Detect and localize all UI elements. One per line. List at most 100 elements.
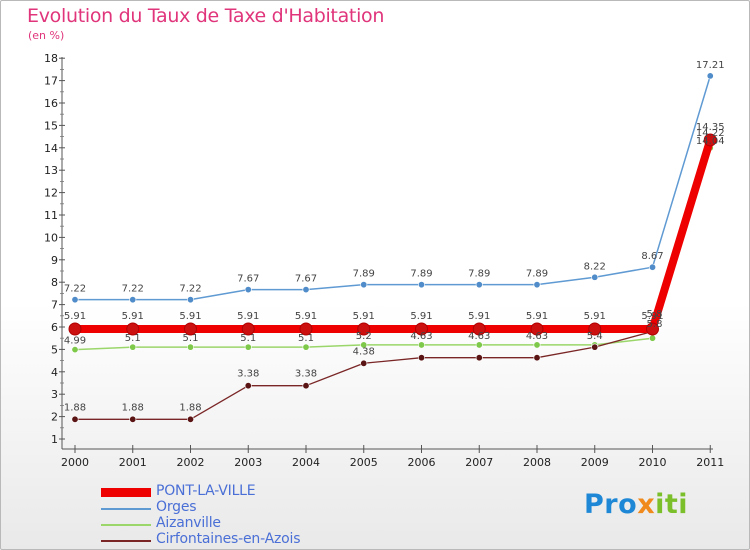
data-label-pont-la-ville: 5.91 xyxy=(353,311,375,322)
data-label-pont-la-ville: 5.91 xyxy=(468,311,490,322)
data-point-aizanville xyxy=(187,343,195,351)
data-label-pont-la-ville: 5.91 xyxy=(641,311,663,322)
data-label-cirfontaines-en-azois: 3.38 xyxy=(237,369,259,380)
data-point-aizanville xyxy=(129,343,137,351)
data-label-orges: 7.22 xyxy=(179,284,201,295)
data-point-cirfontaines-en-azois xyxy=(475,354,483,362)
brand-logo-letter: P xyxy=(584,489,605,520)
data-point-aizanville xyxy=(475,341,483,349)
brand-logo-letter: x xyxy=(637,489,656,520)
brand-logo-letter: o xyxy=(618,489,638,520)
data-label-pont-la-ville: 14.35 xyxy=(696,122,725,133)
data-point-cirfontaines-en-azois xyxy=(591,343,599,351)
data-label-layer: 7.22 7.22 7.22 7.67 7.67 7.89 7.89 7.89 7.89 8.22… xyxy=(64,60,725,413)
legend-swatch xyxy=(101,540,151,542)
legend-label: PONT-LA-VILLE xyxy=(156,483,256,499)
data-point-pont-la-ville xyxy=(357,322,371,336)
x-tick-label: 2007 xyxy=(465,456,493,469)
chart-subtitle: (en %) xyxy=(28,29,65,42)
data-point-pont-la-ville xyxy=(184,322,197,336)
data-point-cirfontaines-en-azois xyxy=(360,359,368,367)
data-label-aizanville: 5.1 xyxy=(298,333,314,344)
data-label-aizanville: 4.99 xyxy=(64,336,86,347)
brand-logo-letter: r xyxy=(604,489,619,520)
y-tick-label: 2 xyxy=(51,411,58,424)
data-label-orges: 7.89 xyxy=(353,269,375,280)
data-point-pont-la-ville xyxy=(126,322,140,336)
data-point-orges xyxy=(302,286,310,294)
y-tick-label: 16 xyxy=(44,97,58,110)
data-label-cirfontaines-en-azois: 3.38 xyxy=(295,369,317,380)
data-label-pont-la-ville: 5.91 xyxy=(410,311,432,322)
data-label-cirfontaines-en-azois: 1.88 xyxy=(64,402,86,413)
x-tick-label: 2008 xyxy=(523,456,551,469)
data-point-aizanville xyxy=(71,346,79,354)
data-point-pont-la-ville xyxy=(299,322,313,336)
data-point-orges xyxy=(244,286,252,294)
data-point-pont-la-ville xyxy=(646,322,659,336)
series-layer xyxy=(68,72,717,423)
data-point-cirfontaines-en-azois xyxy=(129,415,137,423)
x-tick-label: 2006 xyxy=(408,456,436,469)
data-point-orges xyxy=(417,281,425,289)
data-label-aizanville: 5.4 xyxy=(587,331,603,342)
legend-swatch xyxy=(101,508,151,510)
data-label-aizanville: 4.63 xyxy=(468,331,490,342)
data-point-aizanville xyxy=(244,343,252,351)
data-point-orges xyxy=(648,263,656,271)
y-tick-label: 11 xyxy=(44,209,58,222)
data-label-orges: 7.22 xyxy=(64,284,86,295)
data-label-pont-la-ville: 5.91 xyxy=(584,311,606,322)
data-point-pont-la-ville xyxy=(415,322,428,336)
y-tick-label: 10 xyxy=(44,231,58,244)
brand-logo: Proxiti xyxy=(584,489,688,520)
y-tick-label: 9 xyxy=(51,254,58,267)
y-tick-label: 17 xyxy=(44,75,58,88)
y-tick-label: 7 xyxy=(51,299,58,312)
data-point-orges xyxy=(187,296,195,304)
data-point-cirfontaines-en-azois xyxy=(244,382,252,390)
data-point-aizanville xyxy=(302,343,310,351)
x-tick-label: 2011 xyxy=(696,456,724,469)
data-point-cirfontaines-en-azois xyxy=(533,354,541,362)
data-label-aizanville: 5.1 xyxy=(183,333,199,344)
data-label-extra: 14.22 xyxy=(696,128,725,139)
data-label-orges: 17.21 xyxy=(696,60,725,71)
legend-swatch xyxy=(101,524,151,526)
data-label-aizanville: 4.63 xyxy=(526,331,548,342)
data-label-pont-la-ville: 5.91 xyxy=(237,311,259,322)
data-point-pont-la-ville xyxy=(68,322,82,336)
data-point-cirfontaines-en-azois xyxy=(302,382,310,390)
data-label-aizanville: 5.2 xyxy=(356,331,372,342)
data-point-pont-la-ville xyxy=(530,322,544,336)
data-label-orges: 7.22 xyxy=(122,284,144,295)
data-label-orges: 8.22 xyxy=(584,261,606,272)
x-tick-label: 2003 xyxy=(234,456,262,469)
data-label-orges: 7.89 xyxy=(526,269,548,280)
data-label-orges: 8.67 xyxy=(641,251,663,262)
data-point-orges xyxy=(360,281,368,289)
data-point-aizanville xyxy=(648,334,656,342)
data-point-cirfontaines-en-azois xyxy=(417,354,425,362)
x-tick-label: 2000 xyxy=(61,456,89,469)
y-tick-label: 6 xyxy=(51,321,58,334)
data-point-aizanville xyxy=(533,341,541,349)
data-label-cirfontaines-en-azois: 1.88 xyxy=(179,402,201,413)
y-tick-label: 3 xyxy=(51,388,58,401)
data-point-orges xyxy=(71,296,79,304)
data-label-pont-la-ville: 5.91 xyxy=(122,311,144,322)
y-tick-label: 5 xyxy=(51,343,58,356)
data-label-cirfontaines-en-azois: 4.38 xyxy=(353,346,375,357)
x-tick-label: 2010 xyxy=(639,456,667,469)
data-label-aizanville: 4.63 xyxy=(410,331,432,342)
data-label-orges: 7.89 xyxy=(468,269,490,280)
data-point-orges xyxy=(533,281,541,289)
data-label-pont-la-ville: 5.91 xyxy=(526,311,548,322)
series-line-cirfontaines-en-azois xyxy=(74,142,711,420)
y-tick-label: 18 xyxy=(44,52,58,65)
y-tick-label: 8 xyxy=(51,276,58,289)
data-label-extra: 14.04 xyxy=(696,136,725,147)
data-point-orges xyxy=(591,273,599,281)
x-tick-label: 2004 xyxy=(292,456,320,469)
